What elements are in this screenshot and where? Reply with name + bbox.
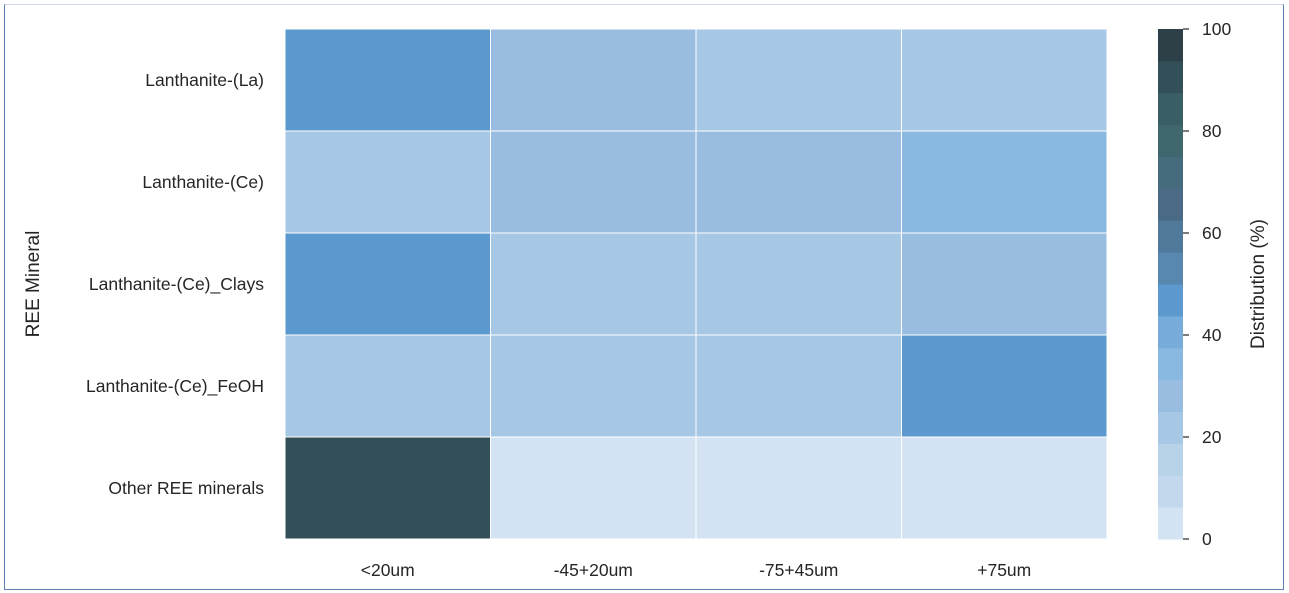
heatmap-cell	[901, 436, 1108, 540]
heatmap-cell	[490, 334, 697, 438]
heatmap-cell	[284, 28, 491, 132]
heatmap-cell	[490, 232, 697, 336]
x-tick-label: -45+20um	[554, 560, 633, 580]
colorbar-segment	[1158, 60, 1183, 94]
heatmap-cell	[284, 232, 491, 336]
heatmap-cell	[490, 130, 697, 234]
colorbar-ticks: 0 20 40 60 80 100	[1183, 19, 1231, 549]
colorbar-segment	[1158, 92, 1183, 126]
colorbar-segment	[1158, 443, 1183, 476]
heatmap-cell	[901, 130, 1108, 234]
colorbar-tick-label: 0	[1202, 529, 1212, 549]
colorbar-segment	[1158, 507, 1183, 540]
heatmap-cell	[284, 130, 491, 234]
colorbar	[1158, 29, 1183, 540]
x-tick-label: <20um	[361, 560, 415, 580]
x-tick-labels: <20um -45+20um -75+45um +75um	[361, 560, 1032, 580]
colorbar-segment	[1158, 475, 1183, 508]
colorbar-tick-label: 100	[1202, 19, 1231, 39]
colorbar-tick-label: 60	[1202, 223, 1222, 243]
heatmap-cell	[901, 334, 1108, 438]
heatmap-cell	[695, 436, 902, 540]
heatmap-cell	[695, 334, 902, 438]
colorbar-segment	[1158, 188, 1183, 221]
y-axis-label: REE Mineral	[23, 231, 44, 338]
colorbar-segment	[1158, 252, 1183, 285]
colorbar-segment	[1158, 124, 1183, 157]
heatmap-cell	[695, 130, 902, 234]
heatmap-cell	[901, 232, 1108, 336]
heatmap-cells	[284, 28, 1108, 540]
colorbar-segment	[1158, 156, 1183, 189]
colorbar-segment	[1158, 315, 1183, 349]
colorbar-segment	[1158, 411, 1183, 444]
y-tick-label: Other REE minerals	[108, 478, 264, 498]
heatmap-cell	[490, 436, 697, 540]
y-tick-labels: Lanthanite-(La) Lanthanite-(Ce) Lanthanite…	[86, 70, 264, 498]
y-tick-label: Lanthanite-(La)	[145, 70, 264, 90]
figure-frame	[4, 4, 1284, 590]
colorbar-tick-label: 80	[1202, 121, 1222, 141]
heatmap-cell	[284, 436, 491, 540]
heatmap-cell	[695, 232, 902, 336]
colorbar-segment	[1158, 379, 1183, 412]
heatmap-cell	[901, 28, 1108, 132]
heatmap-cell	[695, 28, 902, 132]
y-tick-label: Lanthanite-(Ce)	[142, 172, 264, 192]
colorbar-tick-label: 40	[1202, 325, 1222, 345]
heatmap-cell	[284, 334, 491, 438]
colorbar-segment	[1158, 347, 1183, 381]
heatmap-cell	[490, 28, 697, 132]
x-tick-label: +75um	[977, 560, 1031, 580]
colorbar-tick-label: 20	[1202, 427, 1222, 447]
y-tick-label: Lanthanite-(Ce)_Clays	[89, 274, 264, 295]
y-tick-label: Lanthanite-(Ce)_FeOH	[86, 376, 264, 397]
colorbar-segment	[1158, 220, 1183, 253]
colorbar-segment	[1158, 29, 1183, 62]
colorbar-label: Distribution (%)	[1248, 219, 1269, 349]
x-tick-label: -75+45um	[759, 560, 838, 580]
colorbar-segment	[1158, 284, 1183, 317]
